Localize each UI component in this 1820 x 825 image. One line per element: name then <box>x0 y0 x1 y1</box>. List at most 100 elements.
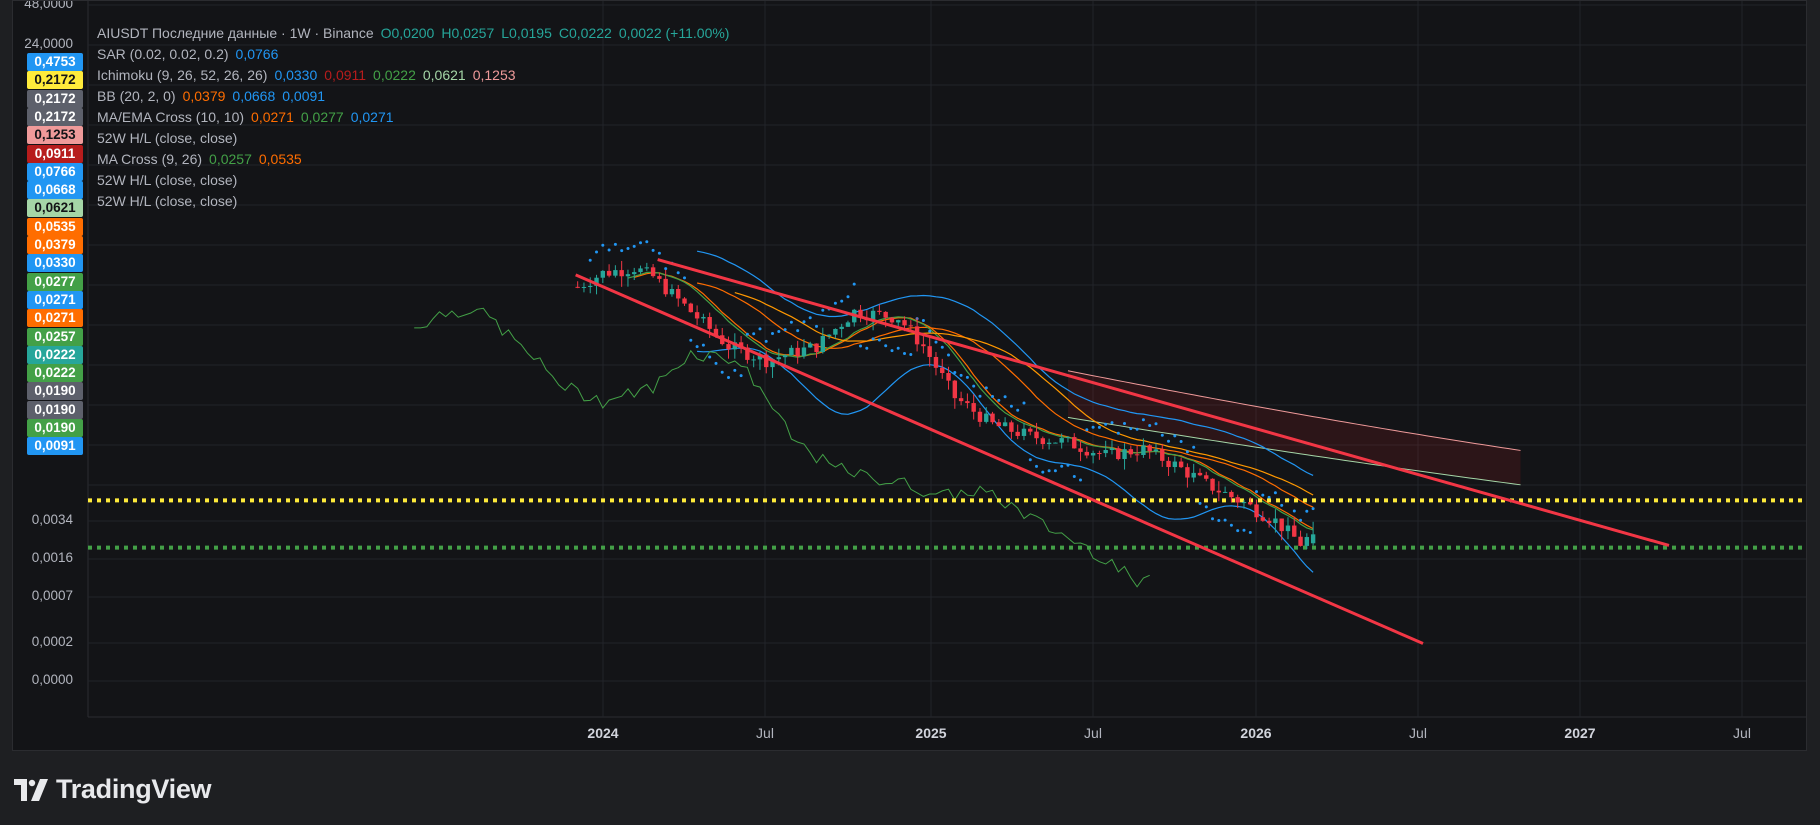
sar-dot <box>789 320 793 324</box>
brand-name: TradingView <box>56 774 212 804</box>
indicator-value: 0,0091 <box>282 88 326 104</box>
legend-indicator-row[interactable]: MA Cross (9, 26) 0,0257 0,0535 <box>97 149 736 170</box>
candle-body <box>1172 461 1178 468</box>
price-label: 0,0535 <box>27 217 83 236</box>
candle-body <box>782 355 788 358</box>
sar-dot <box>1261 493 1265 497</box>
tradingview-logo[interactable]: TradingView <box>14 774 212 805</box>
candle-body <box>977 411 983 422</box>
candle-body <box>1298 536 1303 546</box>
indicator-value: 0,0911 <box>324 67 367 83</box>
legend-indicator-row[interactable]: SAR (0.02, 0.02, 0.2) 0,0766 <box>97 44 736 65</box>
price-chart[interactable] <box>13 1 1807 751</box>
candle-body <box>858 309 863 318</box>
sar-dot <box>1028 458 1032 462</box>
legend-open: O0,0200 <box>380 25 435 41</box>
candle-body <box>669 289 675 295</box>
y-tick-label: 0,0007 <box>31 588 73 603</box>
sar-dot <box>607 248 611 252</box>
price-label: 0,0190 <box>27 400 83 419</box>
sar-dot <box>758 327 762 331</box>
candle-body <box>883 311 888 318</box>
candle-body <box>1109 448 1115 450</box>
sar-dot <box>871 337 875 341</box>
candle-body <box>845 322 851 327</box>
legend-indicator-row[interactable]: 52W H/L (close, close) <box>97 191 736 212</box>
candle-body <box>1222 491 1228 493</box>
candle-body <box>940 367 945 374</box>
sar-dot <box>833 301 837 305</box>
legend-main-row[interactable]: AIUSDT Последние данные · 1W · Binance O0… <box>97 23 736 44</box>
indicator-value: 0,0621 <box>422 67 466 83</box>
legend: AIUSDT Последние данные · 1W · Binance O0… <box>97 23 736 212</box>
legend-indicator-row[interactable]: MA/EMA Cross (10, 10) 0,0271 0,0277 0,0271 <box>97 107 736 128</box>
candle-body <box>619 270 624 277</box>
sar-dot <box>1311 507 1315 511</box>
trend-line <box>575 273 1424 645</box>
sar-dot <box>733 368 737 372</box>
x-tick-label: 2024 <box>587 725 619 741</box>
x-tick-label: Jul <box>1733 725 1751 741</box>
legend-indicator-row[interactable]: BB (20, 2, 0) 0,0379 0,0668 0,0091 <box>97 86 736 107</box>
sar-dot <box>764 339 768 343</box>
ma-cross-fast-line <box>627 271 1314 531</box>
sar-dot <box>1179 440 1183 443</box>
legend-symbol: AIUSDT Последние данные · 1W · Binance <box>97 25 374 41</box>
candle-body <box>1292 525 1297 537</box>
sar-dot <box>877 338 881 342</box>
chart-panel[interactable]: AIUSDT Последние данные · 1W · Binance O0… <box>12 0 1807 751</box>
x-tick-label: 2026 <box>1240 725 1272 741</box>
sar-dot <box>1292 509 1296 513</box>
legend-indicator-row[interactable]: 52W H/L (close, close) <box>97 128 736 149</box>
candle-body <box>1204 475 1209 479</box>
sar-dot <box>896 346 900 350</box>
sar-dot <box>972 384 976 388</box>
candle-body <box>870 310 876 321</box>
sar-dot <box>1141 418 1145 422</box>
sar-dot <box>1173 434 1177 438</box>
sar-dot <box>1016 408 1020 412</box>
candle-body <box>1021 428 1027 436</box>
sar-dot <box>865 346 869 350</box>
indicator-value: 0,1253 <box>472 67 516 83</box>
candle-body <box>1304 537 1310 546</box>
indicator-name: 52W H/L (close, close) <box>97 130 238 146</box>
candle-body <box>764 354 769 368</box>
sar-dot <box>1066 463 1070 467</box>
candle-body <box>1235 497 1240 503</box>
candle-body <box>1141 445 1146 456</box>
candle-body <box>808 343 813 348</box>
trend-line <box>657 258 1670 547</box>
sar-dot <box>1072 475 1076 478</box>
sar-dot <box>1192 445 1196 449</box>
candle-body <box>971 403 976 412</box>
price-label: 0,0766 <box>27 162 83 181</box>
sar-dot <box>815 324 818 328</box>
sar-dot <box>588 258 592 262</box>
sar-dot <box>846 295 850 299</box>
legend-indicator-row[interactable]: 52W H/L (close, close) <box>97 170 736 191</box>
legend-indicator-row[interactable]: Ichimoku (9, 26, 52, 26, 26) 0,0330 0,0911… <box>97 65 736 86</box>
sar-dot <box>1104 422 1108 426</box>
candle-body <box>1072 437 1077 449</box>
candle-body <box>726 344 731 350</box>
candle-body <box>1028 428 1033 432</box>
candle-body <box>1229 491 1234 498</box>
indicator-value: 0,0535 <box>258 151 302 167</box>
sar-dot <box>1123 422 1126 425</box>
sar-dot <box>1009 404 1013 408</box>
candle-body <box>889 317 895 323</box>
candle-body <box>1260 517 1266 521</box>
candle-body <box>682 298 687 304</box>
candle-body <box>1122 449 1127 460</box>
candle-body <box>1065 437 1071 439</box>
candle-body <box>738 342 744 348</box>
candle-body <box>965 401 970 404</box>
sar-dot <box>921 319 925 322</box>
y-tick-label: 24,0000 <box>24 36 73 51</box>
candle-body <box>1034 431 1039 439</box>
candle-body <box>751 359 756 361</box>
candle-body <box>896 320 901 323</box>
candle-body <box>946 373 951 381</box>
sar-dot <box>1280 503 1284 507</box>
